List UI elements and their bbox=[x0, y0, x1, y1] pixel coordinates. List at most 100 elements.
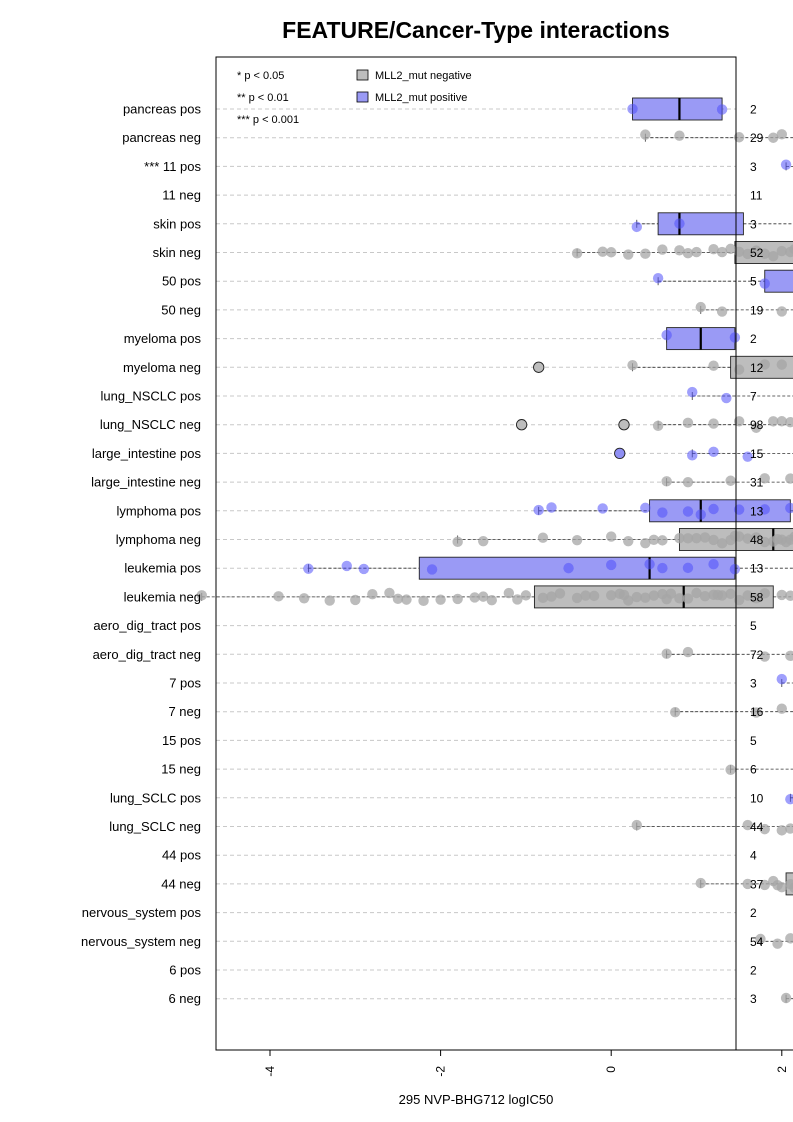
legend-label-positive: MLL2_mut positive bbox=[375, 92, 467, 104]
data-point bbox=[631, 221, 642, 233]
data-point bbox=[657, 507, 668, 518]
data-point bbox=[623, 249, 634, 260]
data-point bbox=[759, 588, 770, 599]
data-point bbox=[661, 329, 672, 341]
category-label: large_intestine pos bbox=[92, 446, 202, 461]
category-label: pancreas pos bbox=[123, 102, 202, 117]
count-label: 6 bbox=[750, 763, 757, 777]
significance-notes: * p < 0.05 ** p < 0.01 *** p < 0.001 bbox=[237, 70, 299, 126]
count-label: 3 bbox=[750, 217, 757, 231]
count-label: 29 bbox=[750, 131, 764, 145]
data-point bbox=[358, 563, 370, 575]
count-label: 5 bbox=[750, 275, 757, 289]
data-point bbox=[780, 992, 792, 1004]
x-tick-label: -2 bbox=[434, 1066, 448, 1077]
data-point bbox=[751, 422, 762, 433]
x-tick-label: -4 bbox=[263, 1066, 277, 1077]
category-label: nervous_system neg bbox=[81, 934, 201, 949]
data-point bbox=[772, 938, 783, 949]
box-layer bbox=[201, 97, 793, 1003]
data-point bbox=[759, 359, 770, 370]
data-point bbox=[631, 819, 642, 831]
outlier-point bbox=[533, 361, 545, 373]
data-point bbox=[768, 250, 779, 262]
jitter-points-layer bbox=[196, 103, 793, 1004]
data-point bbox=[571, 248, 583, 259]
data-point bbox=[452, 536, 463, 548]
data-point bbox=[657, 244, 668, 255]
data-point bbox=[729, 332, 741, 343]
data-point bbox=[785, 416, 793, 428]
data-point bbox=[751, 532, 762, 543]
data-point bbox=[712, 589, 724, 601]
category-label: leukemia pos bbox=[124, 561, 201, 576]
category-label: aero_dig_tract neg bbox=[93, 647, 201, 662]
data-point bbox=[699, 532, 711, 543]
data-point bbox=[452, 593, 463, 605]
count-label: 5 bbox=[750, 734, 757, 748]
data-point bbox=[520, 590, 532, 601]
data-point bbox=[733, 416, 745, 427]
data-point bbox=[742, 590, 753, 601]
data-point bbox=[640, 537, 651, 549]
legend: MLL2_mut negative MLL2_mut positive bbox=[356, 69, 472, 104]
data-point bbox=[640, 502, 651, 514]
data-point bbox=[606, 247, 617, 258]
category-label: 50 neg bbox=[161, 302, 201, 317]
data-point bbox=[708, 503, 719, 515]
data-point bbox=[648, 590, 660, 601]
count-label: 2 bbox=[750, 332, 757, 346]
data-point bbox=[435, 594, 446, 605]
data-point bbox=[733, 364, 745, 375]
data-point bbox=[674, 532, 685, 544]
data-point bbox=[606, 590, 617, 601]
data-point bbox=[682, 533, 694, 544]
category-label: leukemia neg bbox=[124, 589, 201, 604]
data-point bbox=[742, 819, 753, 831]
data-point bbox=[486, 595, 497, 606]
data-point bbox=[733, 246, 745, 257]
data-point bbox=[716, 306, 728, 317]
data-point bbox=[324, 595, 335, 606]
data-point bbox=[682, 417, 694, 429]
category-label: 6 pos bbox=[169, 963, 201, 978]
data-point bbox=[640, 592, 651, 603]
category-label: 6 neg bbox=[168, 991, 201, 1006]
data-point bbox=[627, 103, 638, 115]
data-point bbox=[392, 593, 404, 605]
data-point bbox=[772, 880, 783, 891]
data-point bbox=[785, 650, 793, 662]
data-point bbox=[785, 590, 793, 601]
data-point bbox=[725, 764, 736, 775]
data-point bbox=[661, 476, 672, 487]
data-point bbox=[691, 246, 702, 258]
data-point bbox=[721, 392, 732, 404]
category-label: lung_NSCLC neg bbox=[100, 417, 201, 432]
outlier-point bbox=[614, 447, 626, 460]
data-point bbox=[695, 301, 706, 313]
data-point bbox=[554, 588, 566, 599]
count-label: 11 bbox=[750, 189, 763, 203]
x-tick-label: 0 bbox=[604, 1066, 618, 1073]
data-point bbox=[580, 590, 591, 601]
data-point bbox=[657, 535, 668, 546]
data-point bbox=[687, 450, 698, 461]
data-point bbox=[708, 446, 719, 458]
data-point bbox=[776, 703, 787, 714]
data-point bbox=[597, 246, 608, 257]
category-labels: pancreas pos pancreas neg *** 11 pos 11 neg… bbox=[81, 102, 201, 1007]
category-label: 44 neg bbox=[161, 876, 201, 891]
category-label: 15 pos bbox=[162, 733, 202, 748]
data-point bbox=[759, 823, 770, 835]
data-point bbox=[674, 218, 685, 229]
data-point bbox=[776, 416, 787, 427]
category-label: 15 neg bbox=[161, 762, 201, 777]
data-point bbox=[759, 879, 770, 891]
data-point bbox=[478, 535, 489, 547]
x-axis-label: 295 NVP-BHG712 logIC50 bbox=[399, 1092, 554, 1107]
data-point bbox=[708, 244, 719, 255]
data-point bbox=[768, 132, 779, 143]
category-label: lung_SCLC pos bbox=[110, 790, 202, 805]
data-point bbox=[751, 245, 762, 256]
category-label: large_intestine neg bbox=[91, 475, 201, 490]
